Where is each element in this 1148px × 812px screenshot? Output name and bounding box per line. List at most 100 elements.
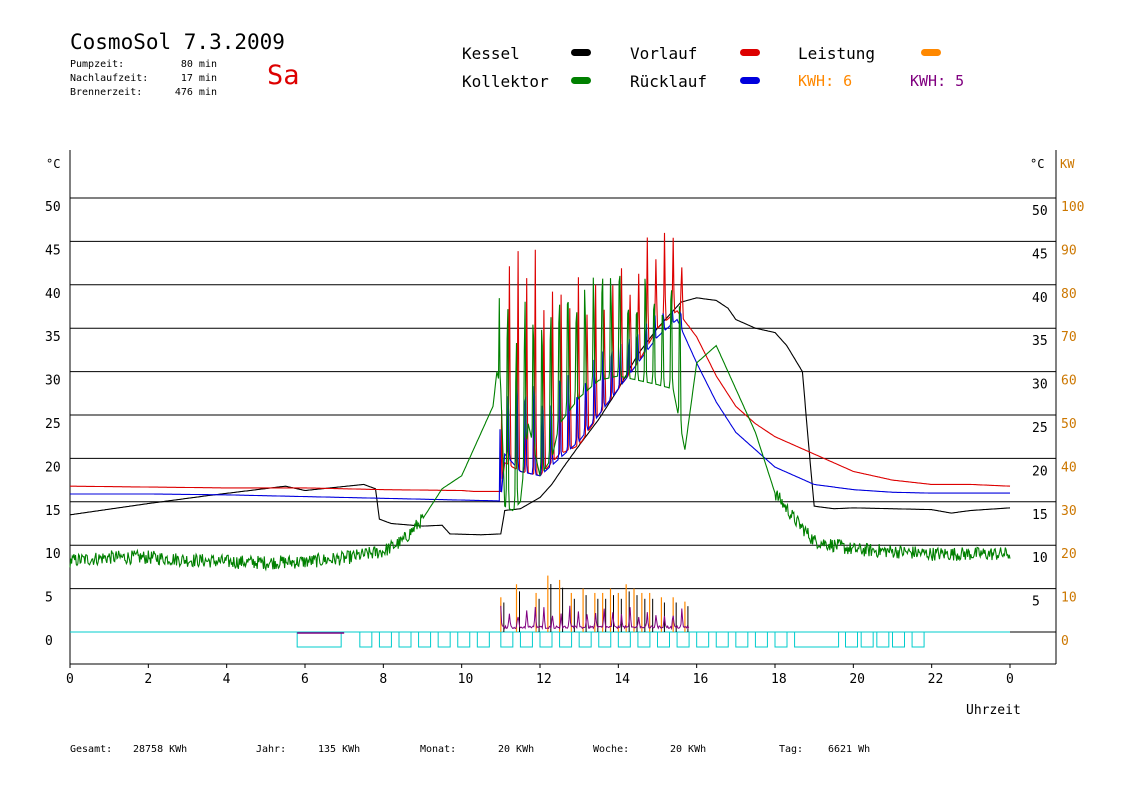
chart-lines <box>69 232 1011 572</box>
pump-pulse <box>398 631 412 648</box>
legend-kessel-swatch <box>571 49 591 56</box>
footer-gesamt-value: 28758 KWh <box>133 744 188 755</box>
pump-pulse <box>539 631 553 648</box>
nachlaufzeit-label: Nachlaufzeit: <box>70 73 149 84</box>
y-axis-unit-kw: KW <box>1060 157 1075 171</box>
y-tick-kw: 20 <box>1061 547 1077 562</box>
pump-pulse <box>296 631 342 648</box>
y-tick-right: 30 <box>1032 378 1048 393</box>
pump-pulse <box>378 631 392 648</box>
pump-pulse <box>598 631 612 648</box>
y-tick-right: 10 <box>1032 551 1048 566</box>
footer-gesamt-label: Gesamt: <box>70 744 113 755</box>
pump-pulse <box>696 631 710 648</box>
series-line-kollektor <box>69 275 1011 572</box>
legend-leistung-swatch <box>921 49 941 56</box>
legend-vorlauf-label: Vorlauf <box>630 44 698 63</box>
y-tick-kw: 90 <box>1061 243 1077 258</box>
pump-pulse <box>519 631 533 648</box>
y-tick-kw: 70 <box>1061 330 1077 345</box>
y-tick-left: 45 <box>45 243 61 258</box>
pump-pulse <box>637 631 651 648</box>
footer-woche-label: Woche: <box>593 744 630 755</box>
y-tick-right: 25 <box>1032 421 1048 436</box>
pumpzeit-label: Pumpzeit: <box>70 59 125 70</box>
legend-vorlauf-swatch <box>740 49 760 56</box>
series-line-kessel <box>69 297 1010 536</box>
pump-pulse <box>457 631 471 648</box>
pump-pulse <box>794 631 840 648</box>
legend-kwh-1: KWH: 6 <box>798 72 853 90</box>
power-area <box>70 575 1010 648</box>
pump-pulse <box>500 631 514 648</box>
footer-tag-value: 6621 Wh <box>828 744 871 755</box>
pump-pulse <box>657 631 670 648</box>
pump-pulse <box>774 631 788 648</box>
y-tick-right: 5 <box>1032 595 1040 610</box>
chart-ticks: 0510152025303540455051015202530354045500… <box>45 200 1084 687</box>
legend-kwh-2: KWH: 5 <box>910 72 965 90</box>
y-tick-kw: 100 <box>1061 200 1084 215</box>
x-tick: 6 <box>301 672 309 687</box>
y-tick-left: 0 <box>45 634 53 649</box>
y-tick-right: 50 <box>1032 204 1048 219</box>
pump-pulse <box>892 631 905 648</box>
pump-pulse <box>476 631 490 648</box>
pump-pulse <box>559 631 573 648</box>
chart-grid <box>70 197 1056 633</box>
x-tick: 22 <box>928 672 944 687</box>
y-tick-left: 10 <box>45 547 61 562</box>
x-tick: 12 <box>536 672 552 687</box>
x-tick: 10 <box>458 672 474 687</box>
y-tick-left: 40 <box>45 287 61 302</box>
y-tick-right: 40 <box>1032 291 1048 306</box>
chart-axes <box>69 150 1057 665</box>
x-tick: 2 <box>144 672 152 687</box>
y-tick-kw: 10 <box>1061 591 1077 606</box>
x-tick: 4 <box>223 672 231 687</box>
x-tick: 0 <box>66 672 74 687</box>
y-tick-kw: 50 <box>1061 417 1077 432</box>
x-tick: 20 <box>849 672 865 687</box>
y-tick-kw: 80 <box>1061 287 1077 302</box>
y-tick-left: 25 <box>45 417 61 432</box>
y-tick-right: 45 <box>1032 247 1048 262</box>
y-tick-left: 50 <box>45 200 61 215</box>
series-line-vorlauf <box>70 232 1011 492</box>
legend-kollektor-label: Kollektor <box>462 72 549 91</box>
pump-pulse <box>860 631 874 648</box>
legend-ruecklauf-label: Rücklauf <box>630 72 708 91</box>
brennerzeit-label: Brennerzeit: <box>70 87 143 98</box>
y-tick-right: 20 <box>1032 464 1048 479</box>
y-tick-kw: 0 <box>1061 634 1069 649</box>
x-tick: 18 <box>771 672 787 687</box>
pumpzeit-value: 80 min <box>180 59 217 70</box>
y-tick-kw: 40 <box>1061 460 1077 475</box>
footer-monat-value: 20 KWh <box>498 744 535 755</box>
y-tick-right: 35 <box>1032 334 1048 349</box>
pump-pulse <box>676 631 690 648</box>
power-trace <box>500 605 690 631</box>
pump-pulse <box>617 631 631 648</box>
pump-pulse <box>715 631 729 648</box>
y-tick-left: 20 <box>45 460 61 475</box>
footer-jahr-value: 135 KWh <box>318 744 361 755</box>
footer-woche-value: 20 KWh <box>670 744 707 755</box>
y-axis-unit-right: °C <box>1030 157 1044 171</box>
y-tick-kw: 60 <box>1061 374 1077 389</box>
y-tick-right: 15 <box>1032 508 1048 523</box>
nachlaufzeit-value: 17 min <box>180 73 217 84</box>
footer-monat-label: Monat: <box>420 744 457 755</box>
y-tick-left: 15 <box>45 504 61 519</box>
y-tick-left: 5 <box>45 591 53 606</box>
x-tick: 16 <box>693 672 709 687</box>
pump-pulse <box>359 631 373 648</box>
day-of-week: Sa <box>267 60 300 91</box>
footer-jahr-label: Jahr: <box>256 744 287 755</box>
pump-pulse <box>578 631 592 648</box>
x-axis-label: Uhrzeit <box>966 703 1021 718</box>
footer-tag-label: Tag: <box>779 744 804 755</box>
legend-ruecklauf-swatch <box>740 77 760 84</box>
y-axis-unit-left: °C <box>46 157 60 171</box>
